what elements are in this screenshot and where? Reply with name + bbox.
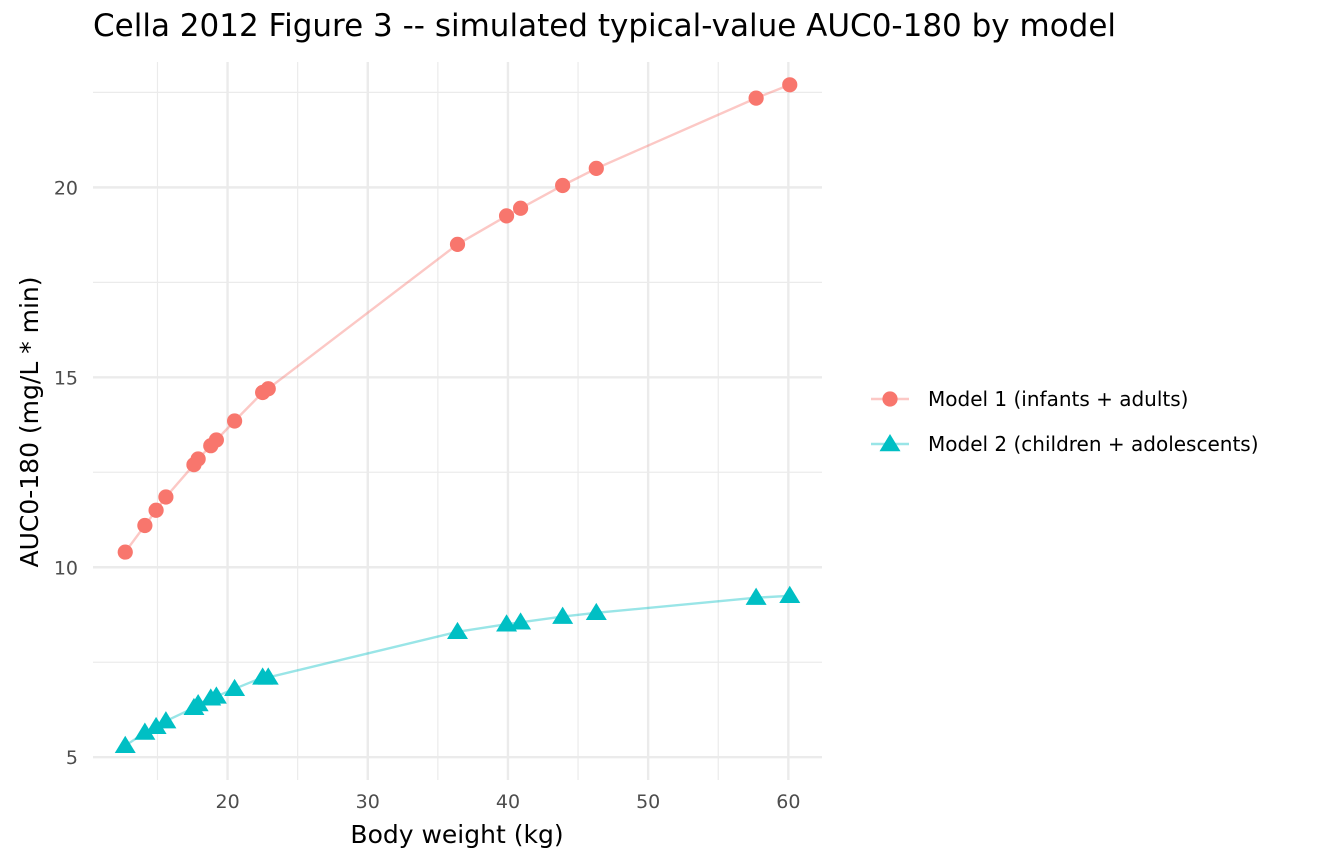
series-2-point bbox=[779, 585, 801, 603]
series-1-point bbox=[512, 200, 529, 216]
x-tick-label: 60 bbox=[776, 791, 800, 813]
x-tick-label: 40 bbox=[496, 791, 520, 813]
series-line-2 bbox=[124, 594, 790, 747]
series-1-point bbox=[137, 517, 153, 534]
series-2-point bbox=[585, 602, 607, 621]
series-2-point bbox=[205, 686, 227, 704]
series-line-1 bbox=[124, 83, 791, 553]
series-layer bbox=[114, 77, 801, 754]
series-2-point bbox=[552, 606, 574, 624]
series-2-point bbox=[447, 621, 468, 640]
chart-title: Cella 2012 Figure 3 -- simulated typical… bbox=[93, 8, 1117, 44]
y-axis-title: AUC0-180 (mg/L * min) bbox=[15, 276, 44, 567]
y-tick-label: 15 bbox=[54, 367, 78, 389]
x-axis-title: Body weight (kg) bbox=[350, 820, 563, 849]
series-1-point bbox=[148, 502, 164, 518]
legend-label: Model 1 (infants + adults) bbox=[928, 387, 1188, 411]
series-2-point bbox=[224, 678, 246, 697]
legend: Model 1 (infants + adults) Model 2 (child… bbox=[871, 387, 1259, 456]
y-tick-label: 10 bbox=[54, 557, 78, 579]
series-2-point bbox=[155, 711, 177, 729]
series-1-point bbox=[117, 544, 133, 560]
series-1-point bbox=[555, 177, 571, 194]
legend-key-circle bbox=[882, 391, 898, 407]
series-1-point bbox=[748, 90, 764, 106]
series-1-point bbox=[588, 160, 604, 176]
legend-label: Model 2 (children + adolescents) bbox=[928, 432, 1259, 456]
x-tick-label: 30 bbox=[356, 791, 380, 813]
series-2-point bbox=[187, 694, 209, 712]
series-2-point bbox=[510, 612, 532, 630]
series-1-point bbox=[782, 77, 798, 93]
series-1-point bbox=[208, 432, 224, 448]
series-1-point bbox=[190, 451, 206, 467]
series-1-point bbox=[449, 236, 466, 252]
series-2-point bbox=[114, 735, 136, 754]
series-1-point bbox=[226, 413, 243, 429]
series-1-point bbox=[260, 381, 276, 397]
tick-labels: 20 30 40 50 60 5 10 15 20 bbox=[54, 177, 801, 813]
series-1-point bbox=[158, 489, 174, 505]
series-2-point bbox=[745, 587, 767, 605]
series-2-point bbox=[134, 722, 156, 740]
x-tick-label: 20 bbox=[215, 791, 239, 813]
x-tick-label: 50 bbox=[636, 791, 660, 813]
y-tick-label: 20 bbox=[54, 177, 78, 199]
legend-key-triangle bbox=[879, 434, 901, 452]
series-1-point bbox=[498, 208, 515, 224]
series-2-point bbox=[145, 716, 167, 735]
series-2-point bbox=[257, 667, 279, 685]
grid bbox=[93, 62, 822, 780]
y-tick-label: 5 bbox=[66, 747, 78, 769]
